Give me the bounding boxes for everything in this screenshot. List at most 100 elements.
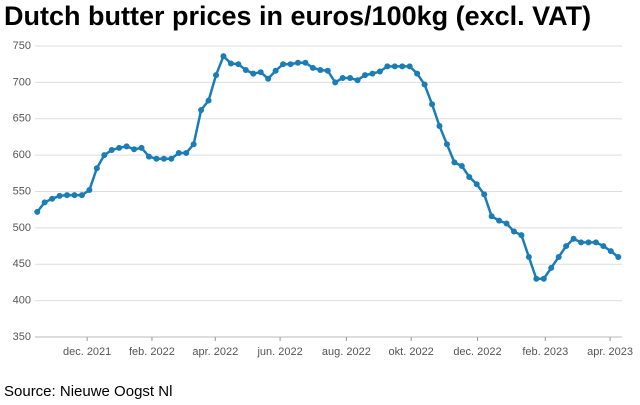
point [34,208,41,215]
point [190,141,197,148]
point [399,63,406,70]
point [175,149,182,156]
point [436,123,443,130]
point [205,97,212,104]
point [347,75,354,82]
point [443,141,450,148]
point [369,70,376,77]
point [503,220,510,227]
point [78,192,85,199]
point [548,264,555,271]
point [376,68,383,75]
point [242,67,249,74]
point [488,213,495,220]
point [354,77,361,84]
x-tick-label: jun. 2022 [256,346,302,358]
point [265,75,272,82]
point [56,192,63,199]
point [227,60,234,67]
point [496,217,503,224]
x-tick-label: okt. 2022 [389,346,434,358]
point [525,253,532,260]
point [41,199,48,206]
point [138,144,145,151]
y-tick-label: 550 [13,185,31,197]
point [578,239,585,246]
point [533,275,540,282]
point [160,155,167,162]
chart-title: Dutch butter prices in euros/100kg (excl… [4,1,591,31]
point [518,232,525,239]
point [108,147,115,154]
point [563,243,570,250]
point [406,63,413,70]
point [287,61,294,68]
x-tick-label: feb. 2023 [522,346,568,358]
point [86,187,93,194]
point [421,81,428,88]
point [49,195,56,202]
x-tick-label: dec. 2021 [63,346,111,358]
y-tick-label: 350 [13,331,31,343]
point [451,159,458,166]
point [414,70,421,77]
point [101,152,108,159]
y-tick-label: 650 [13,113,31,125]
point [198,107,205,114]
point [339,75,346,82]
point [324,67,331,74]
point [183,149,190,156]
y-tick-label: 500 [13,222,31,234]
point [481,191,488,198]
point [466,173,473,180]
point [220,53,227,60]
point [458,163,465,170]
point [123,143,130,150]
point [64,192,71,199]
x-tick-label: dec. 2022 [453,346,501,358]
point [362,72,369,79]
point [510,228,517,235]
point [213,72,220,79]
point [540,275,547,282]
point [280,61,287,68]
point [332,79,339,86]
x-tick-label: apr. 2023 [587,346,633,358]
point [384,63,391,70]
point [391,63,398,70]
point [131,146,138,153]
x-tick-label: apr. 2022 [192,346,238,358]
x-tick-label: feb. 2022 [129,346,175,358]
point [317,67,324,74]
y-tick-label: 700 [13,76,31,88]
point [570,235,577,242]
point [71,192,78,199]
source: Source: Nieuwe Oogst Nl [4,383,172,400]
point [585,239,592,246]
point [309,64,316,71]
line [36,53,620,281]
point [473,181,480,188]
point [257,69,264,76]
y-tick-label: 450 [13,258,31,270]
point [294,59,301,66]
x-tick-label: aug. 2022 [322,346,371,358]
point [302,59,309,66]
y-tick-label: 400 [13,295,31,307]
point [592,239,599,246]
point [272,67,279,74]
point [600,243,607,250]
point [235,61,242,68]
point [145,153,152,160]
point [153,155,160,162]
point [555,253,562,260]
point [116,144,123,151]
point [607,248,614,255]
point [615,253,622,260]
point [93,165,100,172]
y-tick-label: 600 [13,149,31,161]
point [429,101,436,108]
point [168,155,175,162]
point [250,70,257,77]
